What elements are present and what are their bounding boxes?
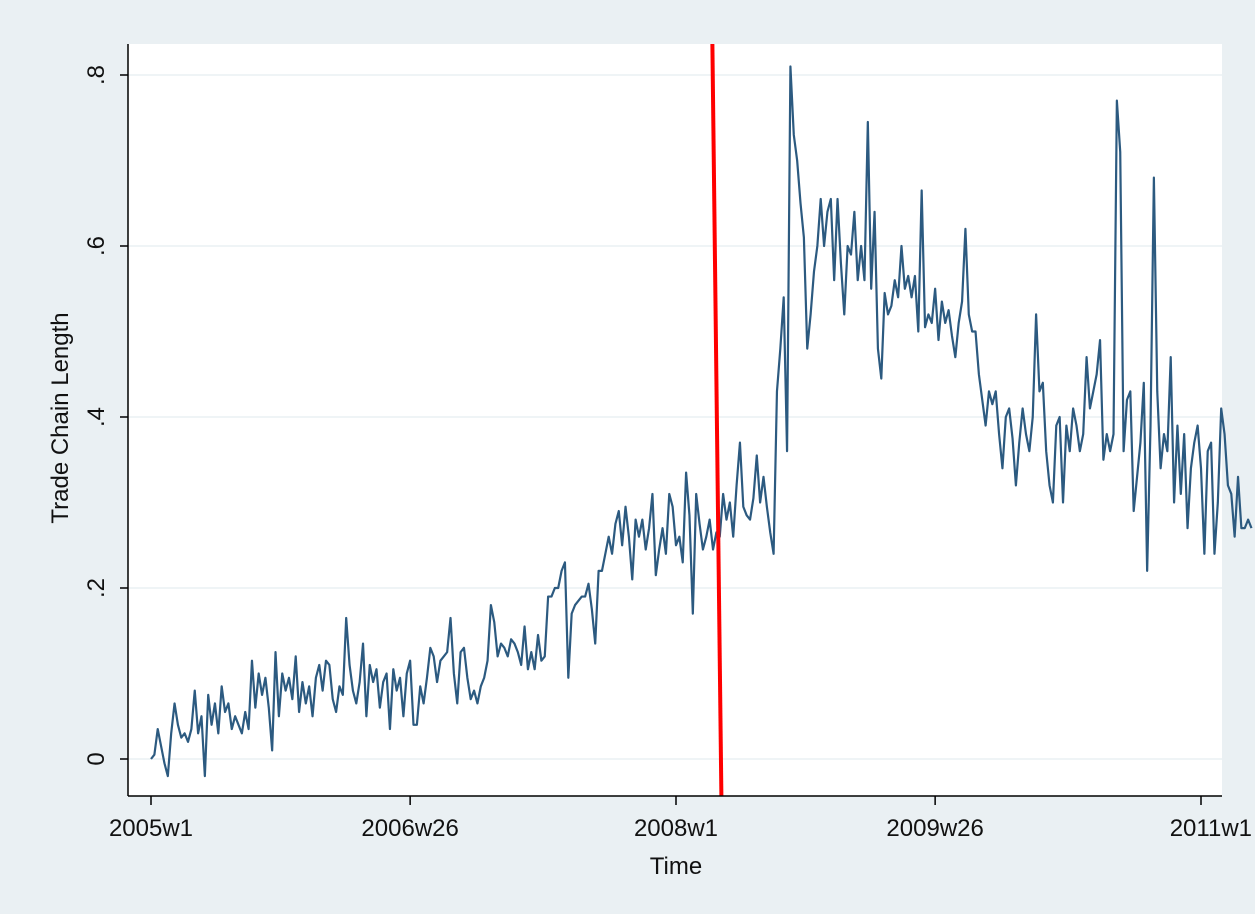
x-tick-label: 2011w1 xyxy=(1170,815,1252,842)
x-tick-label: 2009w26 xyxy=(886,815,983,842)
y-tick-label: 0 xyxy=(83,752,110,765)
axes xyxy=(127,44,1222,797)
series-line-1 xyxy=(150,65,1253,778)
y-axis-title: Trade Chain Length xyxy=(47,312,74,523)
event-line xyxy=(710,43,724,797)
y-tick-label: .8 xyxy=(83,65,110,85)
x-axis-title: Time xyxy=(650,853,702,880)
y-tick-label: .4 xyxy=(83,407,110,427)
event-layer xyxy=(710,43,724,797)
plot-area xyxy=(128,44,1222,796)
gridlines xyxy=(128,74,1222,760)
x-tick-label: 2008w1 xyxy=(634,815,718,842)
x-tick-label: 2005w1 xyxy=(109,815,193,842)
y-tick-label: .2 xyxy=(83,578,110,598)
series-layer xyxy=(150,65,1253,778)
x-tick-label: 2006w26 xyxy=(361,815,458,842)
tick-labels: 0 .2 .4 .6 .8 2005w1 2006w26 2008w1 2009w26 2011w… xyxy=(83,65,1252,842)
y-tick-label: .6 xyxy=(83,236,110,256)
